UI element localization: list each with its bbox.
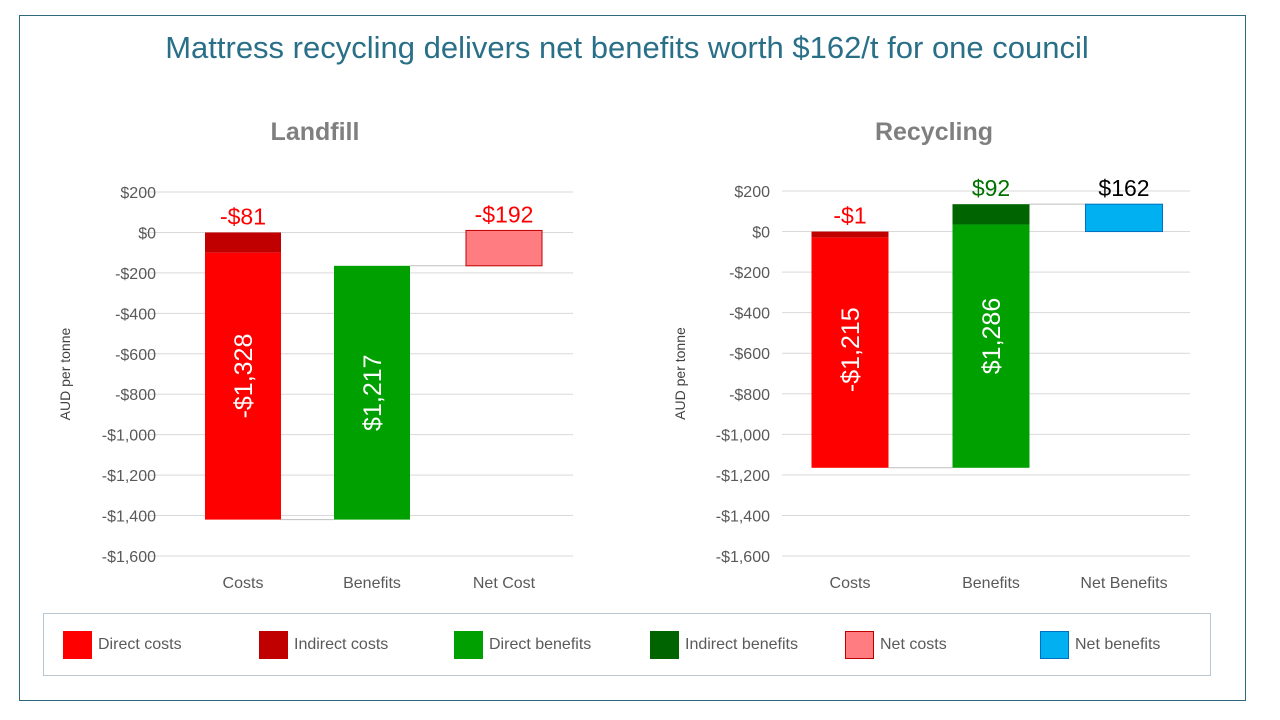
y-tick-label: -$1,600 bbox=[102, 549, 156, 566]
bar-inner-label: $1,217 bbox=[359, 354, 387, 430]
y-tick-label: -$1,000 bbox=[716, 427, 770, 444]
bar-segment-direct-benefits bbox=[334, 265, 410, 520]
legend-label: Direct costs bbox=[98, 636, 182, 653]
y-tick-label: -$400 bbox=[115, 306, 156, 323]
legend-swatch bbox=[63, 631, 92, 659]
bar-segment-indirect-benefits bbox=[952, 204, 1030, 225]
slide-title: Mattress recycling delivers net benefits… bbox=[165, 30, 1089, 65]
slide-frame bbox=[19, 15, 1246, 701]
y-tick-label: -$1,200 bbox=[102, 468, 156, 485]
bar-segment-direct-costs bbox=[205, 252, 281, 520]
x-category-label: Benefits bbox=[343, 575, 401, 592]
legend-label: Net costs bbox=[880, 636, 947, 653]
charts-canvas: Landfill AUD per tonne $200 $0 -$200 -$400 -$6… bbox=[57, 118, 1190, 592]
x-category-label: Net Benefits bbox=[1080, 575, 1167, 592]
y-tick-label: -$1,000 bbox=[102, 428, 156, 445]
y-tick-label: -$1,400 bbox=[102, 509, 156, 526]
legend-item: Indirect benefits bbox=[650, 631, 798, 659]
bar-inner-label: -$1,328 bbox=[230, 334, 258, 419]
bar-segment-direct-benefits bbox=[952, 224, 1030, 468]
x-category-label: Costs bbox=[223, 575, 264, 592]
y-axis-label: AUD per tonne bbox=[672, 327, 688, 420]
x-category-label: Benefits bbox=[962, 575, 1020, 592]
legend-swatch bbox=[1040, 631, 1069, 659]
legend-label: Direct benefits bbox=[489, 636, 592, 653]
x-category-label: Costs bbox=[830, 575, 871, 592]
bar-segment-net-benefits bbox=[1085, 203, 1163, 233]
y-tick-label: -$200 bbox=[729, 265, 770, 282]
y-tick-label: -$600 bbox=[115, 347, 156, 364]
bar-inner-label: -$1,215 bbox=[837, 307, 865, 392]
bar-segment-indirect-costs bbox=[205, 232, 281, 253]
legend-swatch bbox=[454, 631, 483, 659]
legend-label: Indirect benefits bbox=[685, 636, 798, 653]
y-tick-label: -$800 bbox=[729, 387, 770, 404]
chart-title: Landfill bbox=[271, 118, 360, 146]
legend-item: Indirect costs bbox=[259, 631, 388, 659]
bar-value-label: $162 bbox=[1098, 175, 1149, 201]
x-category-label: Net Cost bbox=[473, 575, 536, 592]
legend-item: Net benefits bbox=[1040, 631, 1160, 659]
y-tick-label: $0 bbox=[752, 225, 770, 242]
legend-label: Net benefits bbox=[1075, 636, 1161, 653]
y-tick-label: -$200 bbox=[115, 266, 156, 283]
bar-value-label: -$1 bbox=[833, 203, 866, 229]
bar-segment-direct-costs bbox=[811, 237, 889, 468]
legend-item: Direct benefits bbox=[454, 631, 591, 659]
chart-title: Recycling bbox=[875, 118, 993, 146]
bar-value-label: $92 bbox=[972, 175, 1010, 201]
bar-segment-net-costs bbox=[465, 229, 543, 267]
legend-item: Direct costs bbox=[63, 631, 182, 659]
y-tick-label: -$1,200 bbox=[716, 468, 770, 485]
legend: Direct costs Indirect costs Direct benefit… bbox=[43, 613, 1211, 676]
bar-value-label: -$81 bbox=[220, 203, 266, 229]
bar-value-label: -$192 bbox=[475, 201, 534, 227]
y-axis-label: AUD per tonne bbox=[57, 327, 73, 420]
bar-segment-indirect-costs bbox=[811, 231, 889, 238]
y-tick-label: -$800 bbox=[115, 387, 156, 404]
y-tick-label: $200 bbox=[734, 184, 770, 201]
legend-label: Indirect costs bbox=[294, 636, 389, 653]
legend-swatch bbox=[650, 631, 679, 659]
legend-item: Net costs bbox=[845, 631, 947, 659]
bar-inner-label: $1,286 bbox=[978, 298, 1006, 374]
y-tick-label: $0 bbox=[138, 225, 156, 242]
y-tick-label: -$1,400 bbox=[716, 508, 770, 525]
y-tick-label: -$1,600 bbox=[716, 549, 770, 566]
y-tick-label: $200 bbox=[120, 185, 156, 202]
legend-swatch bbox=[845, 631, 874, 659]
y-tick-label: -$600 bbox=[729, 346, 770, 363]
legend-swatch bbox=[259, 631, 288, 659]
y-tick-label: -$400 bbox=[729, 306, 770, 323]
